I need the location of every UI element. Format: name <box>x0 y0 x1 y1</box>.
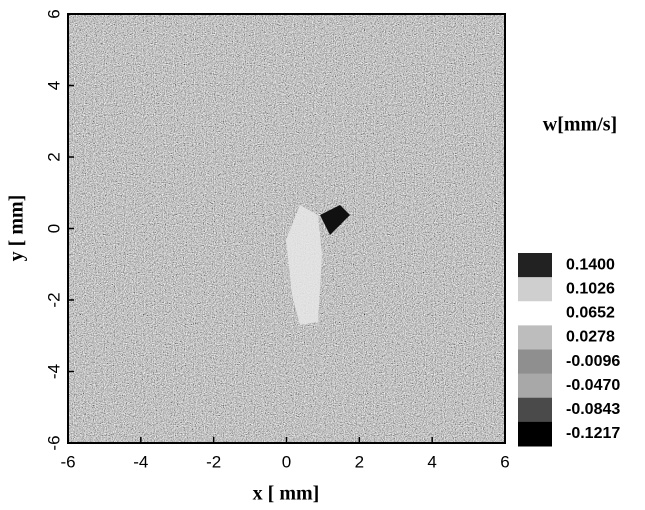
colorbar-swatch <box>518 253 552 278</box>
y-tick-label: 2 <box>44 152 63 161</box>
colorbar-swatch <box>518 325 552 350</box>
colorbar-label: 0.1026 <box>566 280 615 297</box>
y-tick-label: -2 <box>44 292 63 307</box>
x-tick-label: -2 <box>206 452 221 471</box>
x-tick-label: -6 <box>60 452 75 471</box>
x-tick-label: 6 <box>500 452 509 471</box>
x-axis-title: x [ mm] <box>253 483 320 505</box>
colorbar-label: -0.0470 <box>566 377 620 394</box>
y-tick-label: -4 <box>44 364 63 379</box>
colorbar-label: -0.0096 <box>566 353 620 370</box>
colorbar-swatch <box>518 277 552 302</box>
colorbar-swatch <box>518 301 552 326</box>
field-feature <box>286 205 322 325</box>
colorbar-label: 0.1400 <box>566 256 615 273</box>
colorbar-label: 0.0278 <box>566 329 615 346</box>
field-feature <box>320 205 350 235</box>
y-tick-label: 0 <box>44 224 63 233</box>
x-tick-label: 0 <box>282 452 291 471</box>
colorbar-label: 0.0652 <box>566 305 615 322</box>
colorbar-label: -0.0843 <box>566 401 620 418</box>
y-tick-label: -6 <box>44 435 63 450</box>
y-tick-label: 6 <box>44 9 63 18</box>
y-tick-label: 4 <box>44 81 63 90</box>
colorbar-swatch <box>518 421 552 447</box>
x-tick-label: -4 <box>133 452 148 471</box>
colorbar-swatch <box>518 349 552 375</box>
colorbar-title: w[mm/s] <box>543 114 617 136</box>
x-tick-label: 4 <box>427 452 436 471</box>
colorbar-swatch <box>518 397 552 423</box>
colorbar-swatch <box>518 373 552 399</box>
y-axis-title: y [ mm] <box>6 195 28 262</box>
x-tick-label: 2 <box>355 452 364 471</box>
field-texture <box>68 14 505 443</box>
colorbar-label: -0.1217 <box>566 425 620 442</box>
